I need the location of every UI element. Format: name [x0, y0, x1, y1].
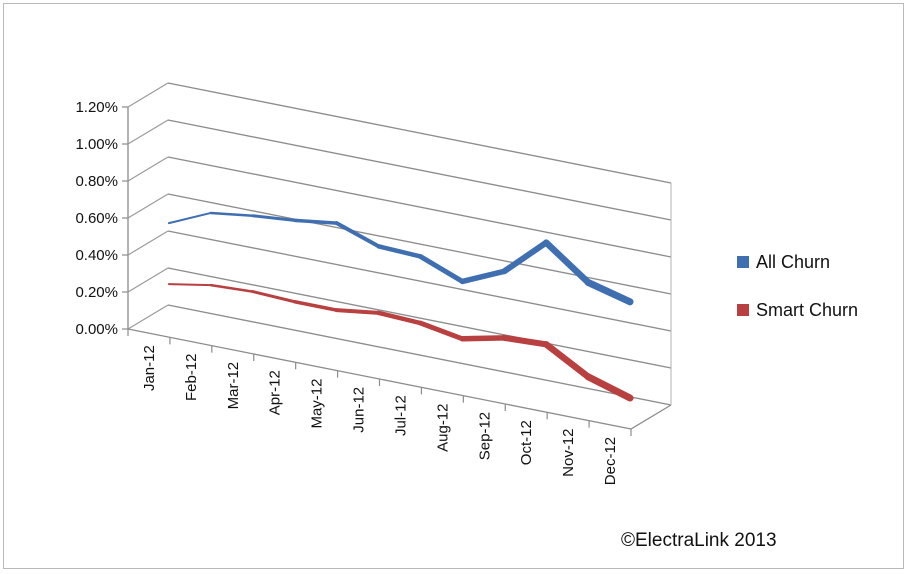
series-segment: [459, 268, 508, 285]
series-segment: [459, 335, 508, 342]
legend-label: All Churn: [756, 252, 830, 272]
series-segment: [584, 278, 634, 306]
series-segment: [376, 244, 423, 259]
series-segment: [167, 283, 212, 287]
x-tick-label: Feb-12: [183, 354, 200, 402]
gridline: [127, 156, 672, 258]
series-segment: [209, 283, 255, 293]
x-tick-label: Jan-12: [141, 345, 158, 391]
series-line: [167, 211, 634, 306]
series-segment: [501, 334, 550, 348]
x-tick-label: May-12: [309, 379, 326, 429]
series-segment: [417, 320, 465, 342]
gridline: [127, 119, 672, 221]
gridline: [127, 193, 672, 295]
gridlines: [127, 82, 672, 406]
series-segment: [376, 310, 423, 326]
data-series: [167, 211, 634, 402]
legend-item: Smart Churn: [737, 300, 858, 320]
y-tick-label: 0.40%: [75, 247, 118, 264]
legend: All Churn Smart Churn: [737, 252, 858, 320]
x-tick-label: Apr-12: [267, 370, 284, 415]
x-tick-label: Aug-12: [434, 404, 451, 452]
legend-swatch: [737, 256, 749, 268]
legend-swatch: [737, 304, 749, 316]
series-segment: [251, 290, 297, 304]
y-tick-label: 0.00%: [75, 321, 118, 338]
chart-frame: 0.00% 0.20% 0.40% 0.60% 0.80% 1.00% 1.20% Jan-…: [3, 3, 904, 569]
x-tick-label: Jul-12: [392, 395, 409, 436]
legend-item: All Churn: [737, 252, 830, 272]
y-axis-tick-labels: 0.00% 0.20% 0.40% 0.60% 0.80% 1.00% 1.20%: [75, 99, 118, 338]
series-segment: [542, 239, 592, 286]
series-line: [167, 283, 634, 402]
x-tick-label: Dec-12: [602, 437, 619, 485]
series-segment: [501, 239, 550, 275]
series-segment: [292, 218, 339, 225]
gridline: [127, 304, 672, 406]
x-tick-label: Oct-12: [518, 420, 535, 465]
series-segment: [167, 211, 212, 225]
y-tick-label: 1.20%: [75, 99, 118, 116]
y-tick-label: 0.80%: [75, 173, 118, 190]
floor-edge: [630, 404, 672, 430]
y-tick-label: 0.60%: [75, 210, 118, 227]
x-tick-label: Nov-12: [560, 429, 577, 477]
x-axis-tick-labels: Jan-12 Feb-12 Mar-12 Apr-12 May-12 Jun-12 Jul-…: [141, 345, 619, 485]
series-segment: [334, 221, 381, 249]
copyright-notice: ©ElectraLink 2013: [621, 530, 777, 551]
gridline: [127, 82, 672, 184]
gridline: [127, 230, 672, 332]
series-segment: [542, 341, 592, 380]
y-tick-label: 0.20%: [75, 284, 118, 301]
legend-label: Smart Churn: [756, 300, 858, 320]
y-tick-label: 1.00%: [75, 136, 118, 153]
line-chart: 0.00% 0.20% 0.40% 0.60% 0.80% 1.00% 1.20% Jan-…: [75, 82, 858, 551]
series-segment: [584, 373, 634, 402]
series-segment: [209, 211, 255, 217]
series-segment: [251, 214, 297, 222]
series-segment: [417, 253, 465, 284]
series-segment: [334, 308, 381, 315]
x-tick-label: Sep-12: [476, 412, 493, 460]
x-tick-label: Mar-12: [225, 362, 242, 410]
chart-axes: [122, 106, 672, 436]
x-tick-label: Jun-12: [351, 387, 368, 433]
gridline: [127, 267, 672, 369]
series-segment: [292, 300, 339, 312]
